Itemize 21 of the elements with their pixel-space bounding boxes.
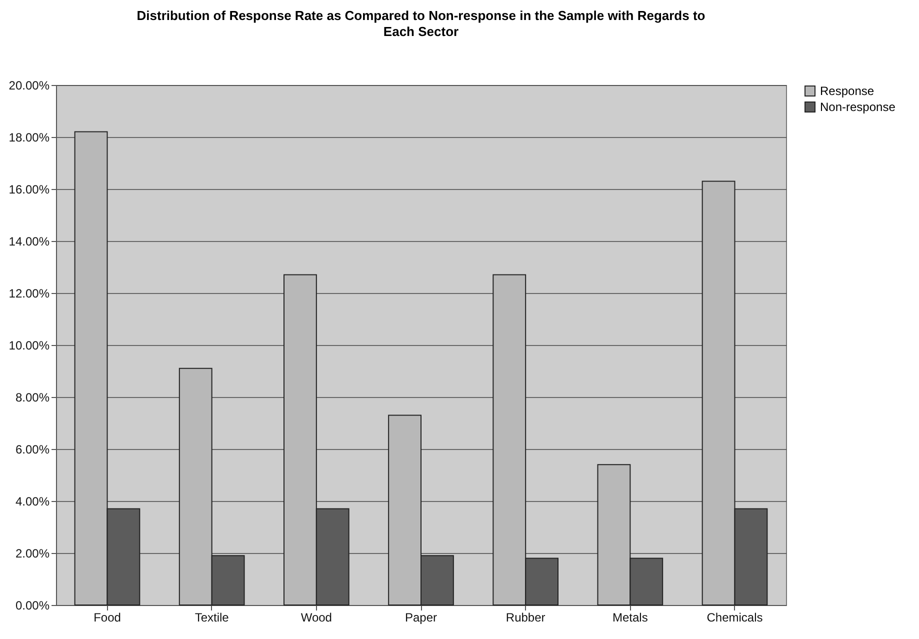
legend-label: Non-response: [820, 100, 896, 114]
y-tick-label: 10.00%: [8, 338, 50, 352]
y-tick-label: 2.00%: [15, 546, 50, 560]
y-tick-label: 20.00%: [8, 78, 50, 92]
x-tick-label: Metals: [612, 610, 648, 624]
x-tick-label: Rubber: [506, 610, 546, 624]
y-tick-label: 0.00%: [15, 598, 50, 612]
y-tick-label: 18.00%: [8, 130, 50, 144]
y-tick-label: 14.00%: [8, 234, 50, 248]
legend-label: Response: [820, 84, 874, 98]
y-tick-label: 6.00%: [15, 442, 50, 456]
chart-title: Distribution of Response Rate as Compared to Non-response in the Sample with Regards to Each Sector: [136, 8, 706, 39]
y-tick-label: 8.00%: [15, 390, 50, 404]
x-tick-label: Wood: [300, 610, 332, 624]
x-tick-label: Food: [94, 610, 121, 624]
x-tick-label: Chemicals: [706, 610, 763, 624]
x-tick-label: Paper: [404, 610, 438, 624]
y-tick-label: 4.00%: [15, 494, 50, 508]
y-tick-label: 16.00%: [8, 182, 50, 196]
x-tick-label: Textile: [194, 610, 230, 624]
y-tick-label: 12.00%: [8, 286, 50, 300]
